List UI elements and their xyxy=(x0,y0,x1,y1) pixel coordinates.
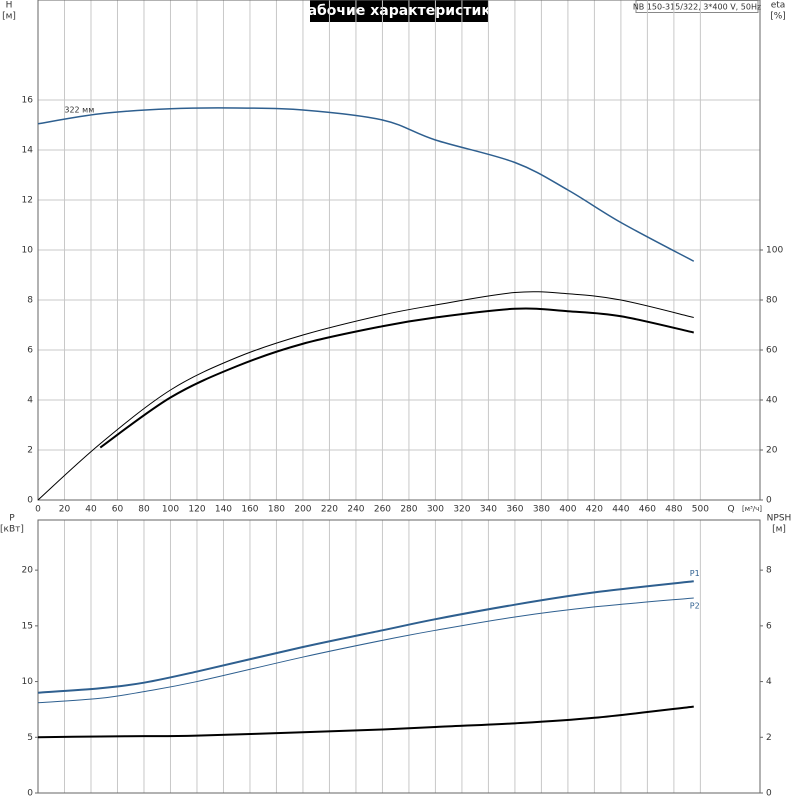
x-tick-label: 460 xyxy=(639,505,656,515)
x-tick-label: 500 xyxy=(692,505,709,515)
y-tick-label: 5 xyxy=(27,733,33,743)
y2-tick-label: 0 xyxy=(766,789,772,799)
x-tick-label: 380 xyxy=(533,505,550,515)
x-tick-label: 200 xyxy=(294,505,311,515)
x-tick-label: 40 xyxy=(85,505,97,515)
y2-tick-label: 100 xyxy=(766,246,783,256)
y-unit: [м] xyxy=(2,12,16,22)
x-tick-label: 220 xyxy=(321,505,338,515)
y2-tick-label: 40 xyxy=(766,396,778,406)
x-tick-label: 20 xyxy=(59,505,71,515)
x-tick-label: 360 xyxy=(506,505,523,515)
x-tick-label: 300 xyxy=(427,505,444,515)
x-tick-label: 120 xyxy=(188,505,205,515)
x-tick-label: 280 xyxy=(400,505,417,515)
y-unit: [кВт] xyxy=(0,525,24,535)
y-tick-label: 15 xyxy=(22,621,33,631)
y-tick-label: 12 xyxy=(22,196,33,206)
y-tick-label: 10 xyxy=(22,246,34,256)
x-tick-label: 480 xyxy=(665,505,682,515)
chart-title: Рабочие характеристики xyxy=(297,3,500,19)
y-label: H xyxy=(6,1,13,11)
y-tick-label: 14 xyxy=(22,146,34,156)
y-tick-label: 0 xyxy=(27,496,33,506)
x-tick-label: 0 xyxy=(35,505,41,515)
x-label: Q xyxy=(727,505,734,515)
y2-label: eta xyxy=(771,1,786,11)
y2-label: NPSH xyxy=(767,514,792,524)
x-tick-label: 180 xyxy=(268,505,285,515)
series-label: P2 xyxy=(690,602,700,611)
x-unit: [м³/ч] xyxy=(742,505,762,513)
x-tick-label: 140 xyxy=(215,505,232,515)
x-tick-label: 260 xyxy=(374,505,391,515)
x-tick-label: 240 xyxy=(347,505,364,515)
y-tick-label: 16 xyxy=(22,96,34,106)
y2-tick-label: 6 xyxy=(766,621,772,631)
y-tick-label: 6 xyxy=(27,346,33,356)
y-tick-label: 4 xyxy=(27,396,33,406)
plot-frame xyxy=(37,519,761,794)
y-tick-label: 2 xyxy=(27,446,33,456)
x-tick-label: 400 xyxy=(559,505,576,515)
series-line xyxy=(37,107,695,262)
series-line xyxy=(37,580,694,694)
series-label: P1 xyxy=(690,569,700,578)
y2-tick-label: 0 xyxy=(766,496,772,506)
y-tick-label: 10 xyxy=(22,677,34,687)
x-tick-label: 440 xyxy=(612,505,629,515)
y2-tick-label: 80 xyxy=(766,296,778,306)
y-label: P xyxy=(9,514,15,524)
y2-tick-label: 60 xyxy=(766,346,778,356)
y-tick-label: 8 xyxy=(27,296,33,306)
x-tick-label: 100 xyxy=(162,505,179,515)
y2-tick-label: 20 xyxy=(766,446,778,456)
series-line xyxy=(37,291,694,501)
series-line xyxy=(99,307,694,449)
y-tick-label: 20 xyxy=(22,566,34,576)
y-tick-label: 0 xyxy=(27,789,33,799)
series-line xyxy=(37,597,694,704)
y2-tick-label: 4 xyxy=(766,677,772,687)
annotation: NB 150-315/322, 3*400 V, 50Hz xyxy=(633,3,761,12)
y2-unit: [м] xyxy=(772,525,786,535)
x-tick-label: 320 xyxy=(453,505,470,515)
x-tick-label: 340 xyxy=(480,505,497,515)
x-tick-label: 420 xyxy=(586,505,603,515)
y2-tick-label: 8 xyxy=(766,566,772,576)
x-tick-label: 80 xyxy=(138,505,150,515)
x-tick-label: 60 xyxy=(112,505,124,515)
series-line xyxy=(37,705,694,739)
y2-unit: [%] xyxy=(770,12,786,22)
y2-tick-label: 2 xyxy=(766,733,772,743)
x-tick-label: 160 xyxy=(241,505,258,515)
plot-frame xyxy=(37,0,761,501)
title-box xyxy=(310,0,488,22)
series-label: 322 мм xyxy=(64,105,94,114)
